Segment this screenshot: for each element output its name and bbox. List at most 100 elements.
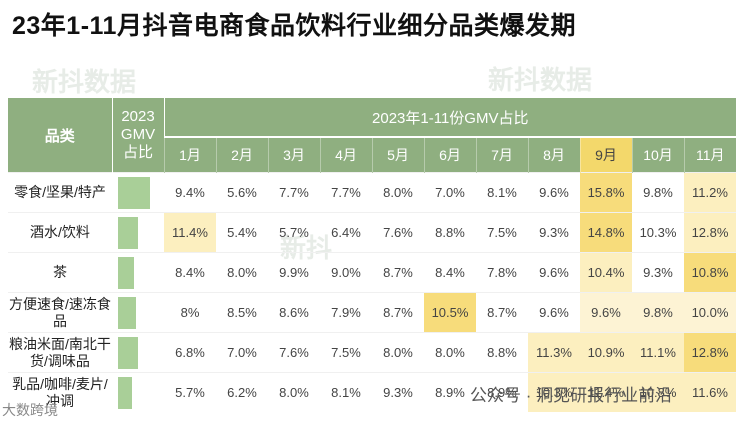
gmv-share-cell: 9.3% xyxy=(528,212,580,253)
gmv-share-cell: 9.6% xyxy=(580,292,632,333)
gmv-share-cell: 5.7% xyxy=(164,372,216,412)
gmv-share-cell: 9.9% xyxy=(268,252,320,293)
gmv-share-cell: 12.8% xyxy=(684,332,736,373)
gmv-share-cell: 7.0% xyxy=(424,172,476,213)
gmv-share-cell: 7.9% xyxy=(320,292,372,333)
gmv-share-cell: 8% xyxy=(164,292,216,333)
gmv-share-cell: 8.4% xyxy=(424,252,476,293)
gmv-share-cell: 8.0% xyxy=(268,372,320,412)
share-bar-cell xyxy=(112,212,164,253)
header-month: 9月 xyxy=(579,137,632,173)
gmv-share-cell: 5.7% xyxy=(268,212,320,253)
watermark: 新抖数据 xyxy=(32,67,137,97)
gmv-share-cell: 11.6% xyxy=(684,372,736,412)
gmv-share-cell: 6.2% xyxy=(216,372,268,412)
gmv-share-cell: 8.9% xyxy=(476,372,528,412)
gmv-share-cell: 9.0% xyxy=(320,252,372,293)
page-title: 23年1-11月抖音电商食品饮料行业细分品类爆发期 xyxy=(12,12,576,40)
category-label: 酒水/饮料 xyxy=(8,212,112,253)
header-month: 11月 xyxy=(683,137,736,173)
table-row: 方便速食/速冻食品 8% 8.5% 8.6% 7.9% 8.7% 10.5% 8.7% 9.6%… xyxy=(8,292,736,333)
share-bar xyxy=(118,376,132,409)
gmv-share-cell: 7.5% xyxy=(476,212,528,253)
gmv-share-cell: 10.0% xyxy=(684,292,736,333)
gmv-share-cell: 10.8% xyxy=(684,252,736,293)
category-label: 乳品/咖啡/麦片/冲调 xyxy=(8,372,112,412)
category-label: 粮油米面/南北干货/调味品 xyxy=(8,332,112,373)
gmv-share-cell: 9.4% xyxy=(164,172,216,213)
gmv-share-cell: 8.1% xyxy=(476,172,528,213)
header-month: 3月 xyxy=(267,137,320,173)
gmv-share-cell: 8.4% xyxy=(164,252,216,293)
share-bar-cell xyxy=(112,292,164,333)
share-bar xyxy=(118,216,138,249)
gmv-share-cell: 8.6% xyxy=(268,292,320,333)
gmv-share-cell: 9.8% xyxy=(632,172,684,213)
watermark: 新抖数据 xyxy=(488,65,593,95)
gmv-share-cell: 10.5% xyxy=(424,292,476,333)
gmv-share-cell: 7.7% xyxy=(320,172,372,213)
table-row: 粮油米面/南北干货/调味品 6.8% 7.0% 7.6% 7.5% 8.0% 8.0% 8.8… xyxy=(8,332,736,373)
gmv-share-cell: 10.4% xyxy=(580,252,632,293)
gmv-share-cell: 8.7% xyxy=(372,292,424,333)
gmv-share-cell: 5.4% xyxy=(216,212,268,253)
share-bar xyxy=(118,176,150,209)
gmv-share-cell: 11.4% xyxy=(580,372,632,412)
gmv-share-cell: 10.8% xyxy=(632,372,684,412)
gmv-share-cell: 10.3% xyxy=(528,372,580,412)
gmv-share-cell: 8.7% xyxy=(476,292,528,333)
gmv-share-cell: 9.6% xyxy=(528,172,580,213)
gmv-share-cell: 11.1% xyxy=(632,332,684,373)
gmv-share-cell: 11.2% xyxy=(684,172,736,213)
header-month: 8月 xyxy=(527,137,580,173)
gmv-share-cell: 9.3% xyxy=(632,252,684,293)
category-label: 茶 xyxy=(8,252,112,293)
gmv-share-cell: 7.8% xyxy=(476,252,528,293)
table-row: 零食/坚果/特产 9.4% 5.6% 7.7% 7.7% 8.0% 7.0% 8.1% 9.6%… xyxy=(8,172,736,213)
share-bar xyxy=(118,296,136,329)
gmv-share-cell: 5.6% xyxy=(216,172,268,213)
gmv-share-cell: 8.0% xyxy=(372,172,424,213)
gmv-share-cell: 7.7% xyxy=(268,172,320,213)
gmv-share-cell: 9.8% xyxy=(632,292,684,333)
source-logo-text: 大数跨境 xyxy=(2,402,58,418)
gmv-share-cell: 8.8% xyxy=(476,332,528,373)
gmv-share-cell: 6.4% xyxy=(320,212,372,253)
header-month: 1月 xyxy=(163,137,216,173)
gmv-share-cell: 15.8% xyxy=(580,172,632,213)
gmv-share-cell: 8.5% xyxy=(216,292,268,333)
header-share: 2023 GMV 占比 xyxy=(111,98,164,173)
gmv-share-cell: 8.0% xyxy=(424,332,476,373)
share-bar xyxy=(118,336,138,369)
gmv-share-cell: 7.0% xyxy=(216,332,268,373)
gmv-share-cell: 8.0% xyxy=(216,252,268,293)
gmv-share-cell: 8.7% xyxy=(372,252,424,293)
header-month: 6月 xyxy=(423,137,476,173)
gmv-share-cell: 10.3% xyxy=(632,212,684,253)
gmv-share-cell: 9.6% xyxy=(528,292,580,333)
category-label: 零食/坚果/特产 xyxy=(8,172,112,213)
table-row: 酒水/饮料 11.4% 5.4% 5.7% 6.4% 7.6% 8.8% 7.5% 9.3% 14… xyxy=(8,212,736,253)
header-month: 10月 xyxy=(631,137,684,173)
category-gmv-table: 品类 2023 GMV 占比 2023年1-11份GMV占比 1月 2月 3月 4月 5… xyxy=(8,98,736,412)
gmv-share-cell: 8.0% xyxy=(372,332,424,373)
gmv-share-cell: 11.3% xyxy=(528,332,580,373)
header-month: 4月 xyxy=(319,137,372,173)
table-row: 乳品/咖啡/麦片/冲调 5.7% 6.2% 8.0% 8.1% 9.3% 8.9% 8.9% 1… xyxy=(8,372,736,412)
header-category: 品类 xyxy=(8,98,112,173)
share-bar-cell xyxy=(112,252,164,293)
gmv-share-cell: 9.6% xyxy=(528,252,580,293)
header-month: 7月 xyxy=(475,137,528,173)
gmv-share-cell: 8.1% xyxy=(320,372,372,412)
share-bar-cell xyxy=(112,172,164,213)
share-bar xyxy=(118,256,134,289)
header-gmv-title: 2023年1-11份GMV占比 xyxy=(163,98,736,138)
gmv-share-cell: 7.5% xyxy=(320,332,372,373)
gmv-share-cell: 8.8% xyxy=(424,212,476,253)
wechat-source: 公众号 · 洞见研报行业前沿 xyxy=(470,386,673,405)
header-month: 5月 xyxy=(371,137,424,173)
gmv-share-cell: 12.8% xyxy=(684,212,736,253)
gmv-share-cell: 9.3% xyxy=(372,372,424,412)
share-bar-cell xyxy=(112,332,164,373)
gmv-share-cell: 14.8% xyxy=(580,212,632,253)
